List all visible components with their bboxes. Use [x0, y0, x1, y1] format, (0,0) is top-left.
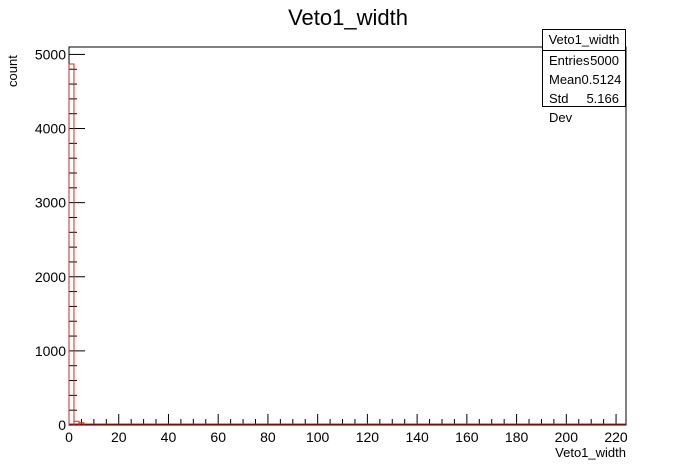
x-tick-label: 120 — [356, 429, 380, 445]
y-tick-label: 4000 — [35, 121, 66, 137]
stats-entries-value: 5000 — [590, 53, 619, 68]
x-tick-label: 180 — [505, 429, 529, 445]
x-tick-label: 160 — [455, 429, 479, 445]
y-tick-label: 2000 — [35, 269, 66, 285]
y-tick-label: 3000 — [35, 195, 66, 211]
x-tick-label: 200 — [555, 429, 579, 445]
x-tick-label: 80 — [260, 429, 276, 445]
x-tick-label: 40 — [161, 429, 177, 445]
x-tick-label: 140 — [405, 429, 429, 445]
y-tick-label: 1000 — [35, 343, 66, 359]
stats-row: Std Dev 5.166 — [543, 89, 625, 125]
histogram-bars — [68, 63, 626, 425]
y-tick-label: 5000 — [35, 46, 66, 62]
y-tick-label: 0 — [58, 417, 66, 433]
y-axis-label: count — [5, 55, 20, 87]
stats-title: Veto1_width — [543, 30, 625, 51]
x-tick-label: 60 — [210, 429, 226, 445]
stats-entries-label: Entries — [549, 53, 590, 68]
x-axis: 0 20 40 60 80 100 120 140 160 180 200 220 — [65, 414, 628, 445]
x-tick-label: 0 — [65, 429, 73, 445]
x-tick-label: 220 — [604, 429, 628, 445]
x-tick-label: 100 — [306, 429, 330, 445]
stats-mean-label: Mean — [549, 72, 582, 87]
stats-mean-value: 0.5124 — [581, 72, 622, 87]
stats-row: Entries 5000 — [543, 51, 625, 70]
x-tick-label: 20 — [111, 429, 127, 445]
stats-box: Veto1_width Entries 5000 Mean 0.5124 Std… — [542, 29, 626, 125]
histogram-bar — [68, 63, 75, 425]
chart-title: Veto1_width — [288, 5, 408, 30]
stats-row: Mean 0.5124 — [543, 70, 625, 89]
x-axis-label: Veto1_width — [555, 445, 626, 460]
stats-stddev-label: Std Dev — [549, 91, 573, 125]
y-axis: 0 1000 2000 3000 4000 5000 — [35, 46, 85, 433]
stats-stddev-value: 5.166 — [586, 91, 619, 106]
